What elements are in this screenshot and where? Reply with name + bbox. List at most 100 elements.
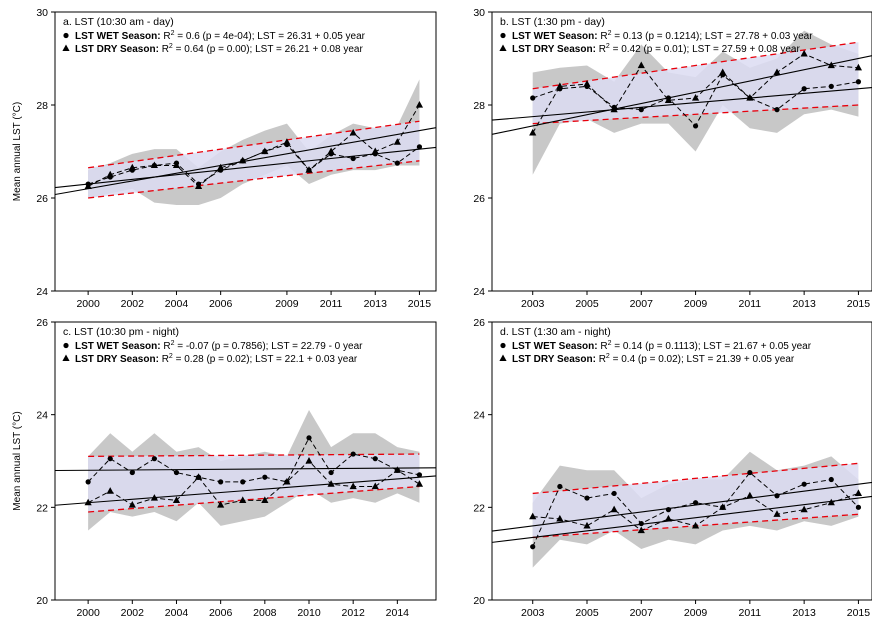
- wet-point: [530, 544, 536, 550]
- legend-wet-marker: [500, 32, 506, 39]
- dry-point: [529, 128, 537, 136]
- wet-point: [129, 469, 135, 476]
- trend-line-wet: [492, 87, 872, 121]
- legend-dry-marker: [62, 44, 70, 51]
- legend-entry-dry: LST DRY Season: R2 = 0.42 (p = 0.01); LS…: [512, 43, 800, 55]
- dry-point: [393, 466, 401, 473]
- x-tick-label: 2015: [408, 298, 432, 310]
- dry-point: [327, 480, 335, 487]
- dry-point: [637, 61, 645, 69]
- x-tick-label: 2002: [121, 298, 145, 310]
- panel-b: 24 26 28 30 2003 2005 2007 2009 2011 2013 2015 b. L…: [473, 7, 872, 310]
- dry-point: [529, 512, 537, 520]
- dry-point: [393, 138, 401, 145]
- confidence-lower-line: [88, 485, 420, 513]
- dry-point: [172, 496, 181, 503]
- dry-point: [664, 96, 673, 103]
- dry-point: [415, 480, 424, 487]
- wet-point: [855, 79, 862, 85]
- series-line-wet: [87, 143, 420, 185]
- wet-point: [638, 107, 644, 113]
- x-tick-label: 2005: [575, 298, 599, 310]
- dry-point: [827, 61, 835, 69]
- confidence-upper-line: [88, 453, 420, 458]
- plot-frame: [491, 321, 872, 601]
- wet-point: [306, 435, 312, 441]
- x-tick-label: 2009: [684, 298, 708, 310]
- legend-dry-marker: [499, 44, 507, 51]
- confidence-upper-line: [532, 462, 859, 495]
- x-tick-label: 2006: [209, 298, 233, 310]
- dry-point: [305, 457, 313, 464]
- wet-point: [85, 479, 91, 485]
- wet-point: [774, 107, 780, 113]
- y-tick-label: 20: [36, 595, 48, 607]
- y-tick-label: 26: [473, 317, 485, 329]
- wet-point: [107, 456, 113, 462]
- dry-point: [773, 68, 781, 76]
- confidence-upper-line: [88, 120, 420, 169]
- y-tick-label: 28: [36, 100, 48, 112]
- panel-title: a. LST (10:30 am - day): [63, 16, 174, 28]
- wet-point: [855, 504, 862, 510]
- dry-point: [217, 501, 225, 508]
- y-tick-label: 30: [473, 7, 485, 19]
- dry-point: [194, 182, 203, 189]
- x-tick-label: 2004: [165, 607, 189, 619]
- trend-line-dry: [492, 55, 872, 135]
- dry-point: [664, 514, 673, 522]
- dry-point: [719, 503, 727, 510]
- legend-entry-dry: LST DRY Season: R2 = 0.28 (p = 0.02); LS…: [75, 353, 358, 365]
- legend-dry-marker: [62, 354, 70, 361]
- dry-point: [150, 161, 158, 169]
- y-tick-label: 24: [36, 410, 48, 422]
- dry-point: [371, 482, 379, 490]
- legend-entry-dry: LST DRY Season: R2 = 0.64 (p = 0.00); LS…: [75, 43, 363, 55]
- x-tick-label: 2013: [792, 298, 816, 310]
- wet-point: [665, 507, 672, 513]
- y-tick-label: 24: [473, 286, 485, 298]
- dry-point: [283, 138, 291, 145]
- plot-area: [492, 30, 872, 175]
- dry-point: [128, 163, 136, 171]
- dry-point: [854, 489, 863, 497]
- wet-point: [638, 520, 644, 527]
- x-tick-label: 2010: [297, 607, 321, 619]
- plot-area: [492, 451, 872, 568]
- dry-point: [691, 521, 700, 529]
- wet-point: [828, 83, 834, 89]
- y-tick-label: 20: [473, 595, 485, 607]
- dry-point: [261, 496, 269, 503]
- wet-point: [350, 451, 356, 457]
- y-tick-label: 24: [473, 410, 485, 422]
- dry-point: [349, 482, 357, 490]
- wet-point: [328, 469, 334, 476]
- legend-wet-marker: [500, 342, 506, 349]
- x-tick-label: 2004: [165, 298, 189, 310]
- trend-line-wet: [55, 467, 436, 472]
- dry-point: [349, 128, 357, 136]
- wet-point: [557, 483, 563, 490]
- legend-wet-marker: [63, 32, 69, 39]
- x-tick-label: 2000: [76, 607, 100, 619]
- confidence-band: [532, 42, 859, 124]
- y-tick-label: 26: [473, 193, 485, 205]
- wet-point: [747, 469, 753, 476]
- legend-entry-wet: LST WET Season: R2 = -0.07 (p = 0.7856);…: [75, 340, 363, 352]
- dry-point: [239, 156, 247, 164]
- legend-wet-marker: [63, 342, 69, 349]
- x-tick-label: 2000: [76, 298, 100, 310]
- y-tick-label: 30: [36, 7, 48, 19]
- wet-point: [416, 472, 423, 478]
- confidence-lower-line: [532, 104, 859, 125]
- series-line-wet: [87, 436, 420, 483]
- wet-point: [611, 490, 617, 497]
- y-axis-label: Mean annual LST (°C): [12, 411, 23, 510]
- dry-point: [172, 161, 181, 169]
- series-line-dry: [87, 104, 420, 188]
- dry-point: [773, 510, 781, 517]
- x-tick-label: 2011: [320, 298, 343, 310]
- wet-point: [218, 479, 224, 485]
- plot-frame: [491, 11, 872, 292]
- x-tick-label: 2006: [209, 607, 233, 619]
